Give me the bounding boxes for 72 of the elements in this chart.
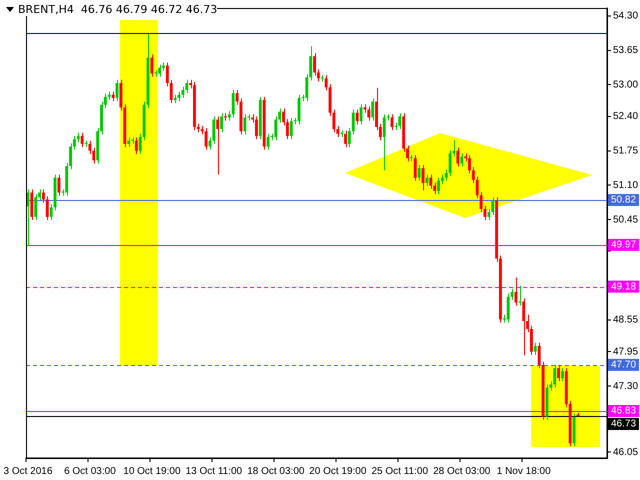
x-tick-label: 13 Oct 11:00 <box>186 466 243 477</box>
candlestick <box>127 137 130 148</box>
candlestick <box>150 54 154 78</box>
candlestick <box>553 364 556 388</box>
candlestick <box>360 104 362 125</box>
y-tick-label: 54.30 <box>612 10 638 22</box>
candlestick <box>518 285 522 306</box>
x-tick-label: 3 Oct 2016 <box>3 466 53 477</box>
y-tick-label: 51.10 <box>612 180 638 191</box>
candlestick <box>298 94 301 125</box>
y-tick-label: 53.65 <box>612 45 638 56</box>
candlestick <box>440 174 444 185</box>
x-tick-label: 10 Oct 19:00 <box>123 466 181 477</box>
candlestick <box>472 166 475 184</box>
candlestick <box>80 132 84 148</box>
candlestick <box>356 109 359 125</box>
candlestick <box>344 130 347 148</box>
candlestick <box>313 52 316 76</box>
x-tick-label: 1 Nov 18:00 <box>496 466 552 477</box>
candlestick <box>437 177 440 195</box>
candlestick <box>371 98 374 122</box>
candlestick <box>557 364 560 382</box>
y-tick-label: 53.00 <box>612 79 638 90</box>
y-tick-label: 52.40 <box>612 111 638 122</box>
candlestick <box>57 174 60 196</box>
candlestick <box>514 277 518 306</box>
chart-title: BRENT,H4 46.76 46.79 46.72 46.73 <box>18 3 218 16</box>
y-tick-label: 47.95 <box>612 346 638 358</box>
candlestick <box>134 137 138 154</box>
candlestick <box>290 117 293 140</box>
y-tick-label: 51.75 <box>612 146 638 157</box>
ref-line-label: 49.18 <box>610 281 636 292</box>
ref-line-label: 46.83 <box>610 406 636 417</box>
candlestick <box>243 114 246 135</box>
candlestick <box>116 79 118 102</box>
ref-line-label: 47.70 <box>610 360 636 371</box>
candlestick <box>42 188 45 204</box>
candlestick <box>274 116 278 141</box>
candlestick <box>228 110 231 122</box>
candlestick <box>46 196 49 221</box>
candlestick <box>560 368 564 382</box>
candlestick <box>348 128 351 148</box>
candlestick <box>425 174 428 187</box>
candlestick <box>422 164 424 191</box>
x-tick-label: 20 Oct 19:00 <box>309 466 367 477</box>
x-tick-label: 25 Oct 11:00 <box>371 466 428 477</box>
candlestick <box>266 133 270 150</box>
y-tick-label: 50.45 <box>612 214 638 226</box>
y-tick-label: 48.55 <box>612 314 638 326</box>
candlestick <box>34 194 38 221</box>
y-tick-label: 46.05 <box>612 446 638 458</box>
candlestick <box>112 91 115 102</box>
x-tick-label: 28 Oct 03:00 <box>433 466 491 477</box>
candlestick <box>220 112 224 133</box>
candlestick <box>456 147 460 168</box>
ref-line-label: 49.97 <box>610 240 636 251</box>
candlestick <box>178 91 180 102</box>
y-tick-label: 47.30 <box>612 380 638 392</box>
candlestick <box>181 86 184 98</box>
candlestick <box>255 116 258 140</box>
candlestick <box>418 164 421 182</box>
candlestick <box>534 342 537 356</box>
candlestick <box>448 150 452 177</box>
candlestick <box>166 62 169 87</box>
candlestick <box>390 114 394 131</box>
candlestick <box>204 128 208 150</box>
candlestick <box>468 154 471 174</box>
ref-line-label: 50.82 <box>610 194 636 206</box>
x-tick-label: 18 Oct 03:00 <box>247 466 305 477</box>
candlestick <box>158 64 162 78</box>
x-tick-label: 6 Oct 03:00 <box>64 466 116 477</box>
ref-line-label: 46.73 <box>610 418 636 430</box>
